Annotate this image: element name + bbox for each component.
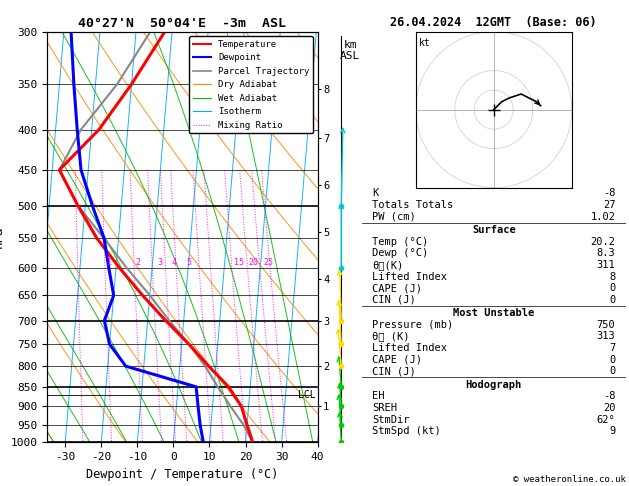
Text: Dewp (°C): Dewp (°C) — [372, 248, 428, 259]
Text: K: K — [372, 189, 379, 198]
Text: 1.02: 1.02 — [590, 212, 615, 222]
Text: 62°: 62° — [596, 415, 615, 425]
Text: 8: 8 — [609, 272, 615, 281]
Text: kt: kt — [419, 38, 431, 48]
Text: Surface: Surface — [472, 225, 516, 235]
Text: 20: 20 — [248, 258, 259, 267]
Text: Lifted Index: Lifted Index — [372, 343, 447, 353]
Text: 27: 27 — [603, 200, 615, 210]
Text: SREH: SREH — [372, 403, 398, 413]
Text: 2: 2 — [136, 258, 141, 267]
Text: 311: 311 — [596, 260, 615, 270]
Text: θᴇ (K): θᴇ (K) — [372, 331, 409, 342]
Text: θᴇ(K): θᴇ(K) — [372, 260, 403, 270]
Text: 8.3: 8.3 — [596, 248, 615, 259]
Text: -8: -8 — [603, 189, 615, 198]
Title: 40°27'N  50°04'E  -3m  ASL: 40°27'N 50°04'E -3m ASL — [79, 17, 286, 31]
Text: 26.04.2024  12GMT  (Base: 06): 26.04.2024 12GMT (Base: 06) — [391, 16, 597, 29]
Y-axis label: km
ASL: km ASL — [340, 40, 360, 61]
Text: CAPE (J): CAPE (J) — [372, 355, 422, 364]
Text: 0: 0 — [609, 283, 615, 293]
Text: Hodograph: Hodograph — [465, 380, 522, 390]
Text: CIN (J): CIN (J) — [372, 295, 416, 305]
Text: Temp (°C): Temp (°C) — [372, 237, 428, 247]
Text: 9: 9 — [609, 426, 615, 436]
Text: 0: 0 — [609, 366, 615, 376]
Text: StmDir: StmDir — [372, 415, 409, 425]
Text: 313: 313 — [596, 331, 615, 342]
Text: 20: 20 — [603, 403, 615, 413]
Text: 3: 3 — [157, 258, 162, 267]
Text: 15: 15 — [234, 258, 244, 267]
Text: 1: 1 — [107, 258, 112, 267]
Text: 7: 7 — [609, 343, 615, 353]
Text: CAPE (J): CAPE (J) — [372, 283, 422, 293]
Text: Lifted Index: Lifted Index — [372, 272, 447, 281]
Text: © weatheronline.co.uk: © weatheronline.co.uk — [513, 474, 626, 484]
Text: 20.2: 20.2 — [590, 237, 615, 247]
Text: Pressure (mb): Pressure (mb) — [372, 320, 454, 330]
Text: -8: -8 — [603, 391, 615, 401]
Text: EH: EH — [372, 391, 385, 401]
Text: Totals Totals: Totals Totals — [372, 200, 454, 210]
Text: 0: 0 — [609, 295, 615, 305]
Text: 25: 25 — [263, 258, 273, 267]
Text: 750: 750 — [596, 320, 615, 330]
X-axis label: Dewpoint / Temperature (°C): Dewpoint / Temperature (°C) — [86, 468, 279, 481]
Text: StmSpd (kt): StmSpd (kt) — [372, 426, 441, 436]
Legend: Temperature, Dewpoint, Parcel Trajectory, Dry Adiabat, Wet Adiabat, Isotherm, Mi: Temperature, Dewpoint, Parcel Trajectory… — [189, 36, 313, 134]
Text: LCL: LCL — [298, 390, 316, 400]
Text: PW (cm): PW (cm) — [372, 212, 416, 222]
Text: Most Unstable: Most Unstable — [453, 308, 535, 318]
Text: 0: 0 — [609, 355, 615, 364]
Y-axis label: hPa: hPa — [0, 226, 5, 248]
Text: CIN (J): CIN (J) — [372, 366, 416, 376]
Text: 4: 4 — [172, 258, 177, 267]
Text: 5: 5 — [186, 258, 191, 267]
